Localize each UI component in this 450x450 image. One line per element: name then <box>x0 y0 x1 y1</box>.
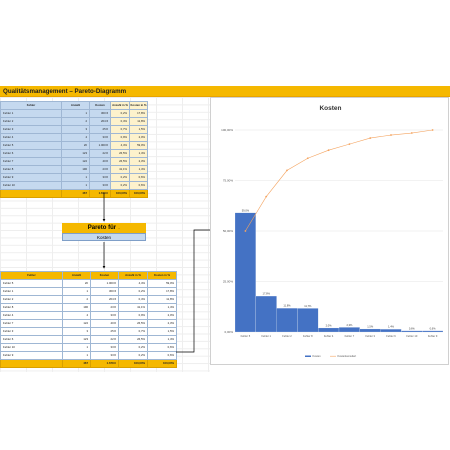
x-tick-label: Fehler 3 <box>365 334 375 338</box>
x-tick-label: Fehler 7 <box>345 334 355 338</box>
data-label: 11,7% <box>304 304 312 308</box>
legend-label: Kostenkumuliert <box>338 354 357 358</box>
table-row: Fehler 7 122 40 €26,5% 2,3% <box>0 157 148 166</box>
data-label: 1,4% <box>388 325 395 329</box>
table-row: Fehler 7 122 40 €26,5% 2,3% <box>0 319 177 328</box>
bar <box>297 308 319 333</box>
bar <box>234 212 256 333</box>
legend-label: Kosten <box>313 354 322 358</box>
data-label: 2,3% <box>346 323 353 327</box>
page-title: Qualitätsmanagement – Pareto-Diagramm <box>0 86 450 96</box>
y-tick-label: 0,00% <box>224 330 233 334</box>
bar <box>359 328 381 333</box>
table-row: Fehler 5 20 1.000 €4,4% 59,0% <box>0 279 177 288</box>
bar <box>338 327 360 333</box>
line-point <box>306 157 309 160</box>
data-table: Fehler Anzahl Kosten Anzahl in % Kosten in %… <box>0 101 148 198</box>
table-row: Fehler 10 1 33 €0,2% 0,6% <box>0 181 148 190</box>
data-label: 0,6% <box>430 326 437 330</box>
line-point <box>327 149 330 152</box>
line-point <box>265 195 268 198</box>
chart-title: Kosten <box>319 105 341 112</box>
x-tick-label: Fehler 10 <box>406 334 418 338</box>
x-tick-label: Fehler 6 <box>386 334 396 338</box>
data-label: 59,0% <box>242 208 250 212</box>
x-tick-label: Fehler 8 <box>303 334 313 338</box>
line-point <box>348 143 351 146</box>
value-cell[interactable]: 100,00% <box>147 359 177 368</box>
bar <box>401 330 423 333</box>
line-point <box>390 134 392 136</box>
pareto-chart: Kosten 0,00% 25,00% 50,00% 75,00% 100,00% 59,0… <box>221 105 444 358</box>
line-point <box>286 169 288 172</box>
cumulative-line <box>245 129 433 232</box>
x-tick-label: Fehler 2 <box>282 334 292 338</box>
bar <box>380 329 402 333</box>
total-row: 467 1.678 €100,00% 100,00% <box>0 359 177 368</box>
bar <box>255 295 277 333</box>
data-label: 11,8% <box>283 304 291 308</box>
y-tick-label: 75,00% <box>223 179 234 183</box>
line-point <box>369 137 372 139</box>
title-underline <box>0 96 450 97</box>
pareto-label-suffix: ... <box>117 226 121 230</box>
arrow-to-chart <box>176 228 213 353</box>
table-row: Fehler 1 1 300 €0,2% 17,8% <box>0 287 177 296</box>
table-row: Fehler 6 123 22 €26,5% 1,4% <box>0 149 148 158</box>
value-cell[interactable]: 100,00% <box>129 189 148 198</box>
legend-swatch-bar <box>305 355 311 357</box>
line-point <box>431 129 434 131</box>
pareto-dropdown[interactable]: Kosten <box>62 233 146 241</box>
y-tick-label: 100,00% <box>221 128 233 132</box>
data-label: 17,8% <box>263 292 271 296</box>
line-point <box>410 132 413 134</box>
data-label: 0,6% <box>409 326 416 330</box>
y-tick-label: 50,00% <box>223 229 234 233</box>
x-tick-label: Fehler 4 <box>324 334 334 338</box>
pareto-table: Fehler Anzahl Kosten Anzahl in % Kosten in %… <box>0 271 177 368</box>
total-row: 467 1.678 €100,00% 100,00% <box>0 189 148 198</box>
table-row: Fehler 4 4 33 €0,9% 2,0% <box>0 133 148 142</box>
table-row: Fehler 8 190 23 €41,1% 1,4% <box>0 303 177 312</box>
y-tick-label: 25,00% <box>223 280 234 284</box>
line-point <box>244 230 247 232</box>
x-tick-label: Fehler 9 <box>428 334 438 338</box>
data-label: 1,5% <box>367 324 374 328</box>
bar <box>276 308 298 333</box>
x-tick-label: Fehler 5 <box>241 334 251 338</box>
pareto-label: Pareto für ... <box>62 223 146 233</box>
pareto-label-text: Pareto für <box>87 225 117 231</box>
x-tick-label: Fehler 1 <box>261 334 271 338</box>
data-label: 2,0% <box>326 323 333 327</box>
chart-frame[interactable]: Kosten 0,00% 25,00% 50,00% 75,00% 100,00% 59,0… <box>210 97 449 365</box>
bar <box>318 327 340 333</box>
bar <box>422 330 444 333</box>
